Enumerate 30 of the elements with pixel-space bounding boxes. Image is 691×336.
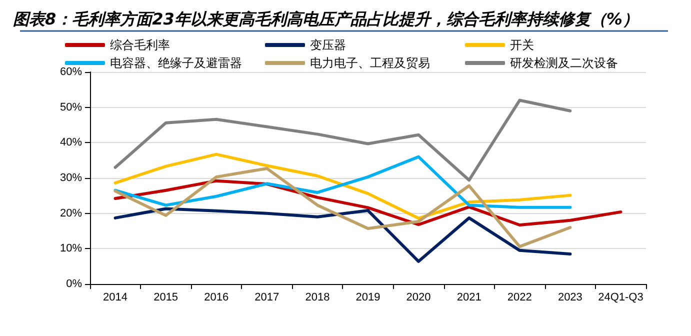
legend-label: 研发检测及二次设备 bbox=[510, 56, 618, 70]
x-tick-label: 2017 bbox=[254, 292, 280, 304]
x-tick-label: 2020 bbox=[406, 292, 431, 304]
x-tick-label: 2021 bbox=[456, 292, 482, 304]
x-tick-label: 24Q1-Q3 bbox=[598, 292, 644, 304]
y-tick-label: 10% bbox=[60, 242, 82, 255]
x-tick-label: 2023 bbox=[558, 292, 582, 304]
x-tick-label: 2014 bbox=[103, 292, 128, 304]
legend-label: 综合毛利率 bbox=[110, 38, 170, 52]
legend-label: 变压器 bbox=[310, 38, 346, 52]
x-tick-label: 2022 bbox=[507, 292, 532, 304]
x-tick-label: 2019 bbox=[356, 292, 380, 304]
legend-label: 电容器、绝缘子及避雷器 bbox=[110, 56, 242, 70]
y-tick-label: 30% bbox=[60, 172, 82, 184]
y-tick-label: 40% bbox=[60, 136, 82, 149]
y-tick-label: 60% bbox=[60, 66, 82, 78]
chart-title: 图表8：毛利率方面23年以来更高毛利高电压产品占比提升，综合毛利率持续修复（%） bbox=[13, 10, 638, 28]
legend-label: 开关 bbox=[510, 38, 534, 52]
x-tick-label: 2015 bbox=[154, 292, 178, 304]
line-series bbox=[114, 166, 572, 248]
line-series bbox=[114, 152, 572, 220]
y-tick-label: 0% bbox=[66, 278, 82, 290]
y-tick-label: 50% bbox=[60, 101, 82, 114]
x-tick-label: 2018 bbox=[305, 292, 330, 304]
y-tick-label: 20% bbox=[60, 207, 82, 220]
line-series bbox=[114, 98, 572, 182]
line-series bbox=[114, 155, 572, 209]
x-tick-label: 2016 bbox=[204, 292, 229, 304]
line-series bbox=[114, 207, 572, 263]
legend-label: 电力电子、工程及贸易 bbox=[310, 56, 430, 70]
